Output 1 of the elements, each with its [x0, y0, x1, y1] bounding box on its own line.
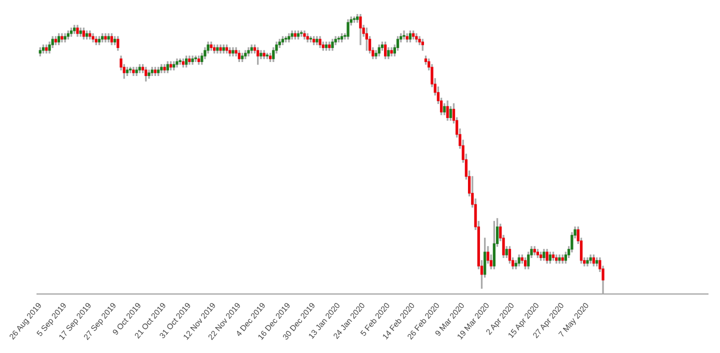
candlestick	[402, 30, 406, 40]
